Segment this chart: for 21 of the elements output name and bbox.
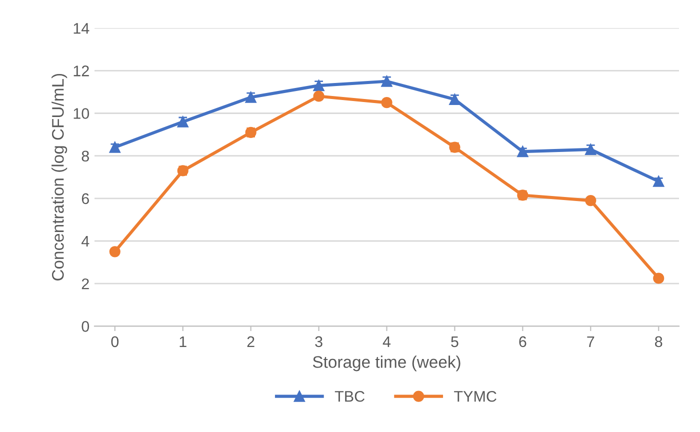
y-tick-label: 10 bbox=[74, 108, 90, 119]
x-tick-label: 1 bbox=[180, 336, 186, 347]
x-tick-label: 5 bbox=[451, 336, 458, 348]
y-tick-label: 8 bbox=[82, 150, 89, 162]
x-tick-label: 2 bbox=[247, 336, 254, 347]
x-tick-label: 4 bbox=[382, 336, 391, 347]
y-tick-label: 4 bbox=[81, 236, 90, 247]
x-axis-title: Storage time (week) bbox=[312, 356, 460, 372]
y-tick-label: 12 bbox=[74, 66, 89, 76]
legend-label: TYMC bbox=[454, 390, 496, 402]
legend-label: TBC bbox=[334, 390, 365, 402]
x-tick-label: 0 bbox=[111, 336, 119, 348]
x-tick-label: 3 bbox=[315, 336, 322, 348]
y-axis-title: Concentration (log CFU/mL) bbox=[52, 74, 68, 280]
y-tick-label: 0 bbox=[82, 321, 90, 332]
y-tick-label: 6 bbox=[82, 193, 89, 204]
y-tick-label: 14 bbox=[74, 23, 90, 34]
x-tick-label: 8 bbox=[655, 336, 662, 348]
x-tick-label: 7 bbox=[587, 336, 594, 347]
x-tick-label: 6 bbox=[519, 336, 526, 348]
y-tick-label: 2 bbox=[82, 278, 89, 290]
